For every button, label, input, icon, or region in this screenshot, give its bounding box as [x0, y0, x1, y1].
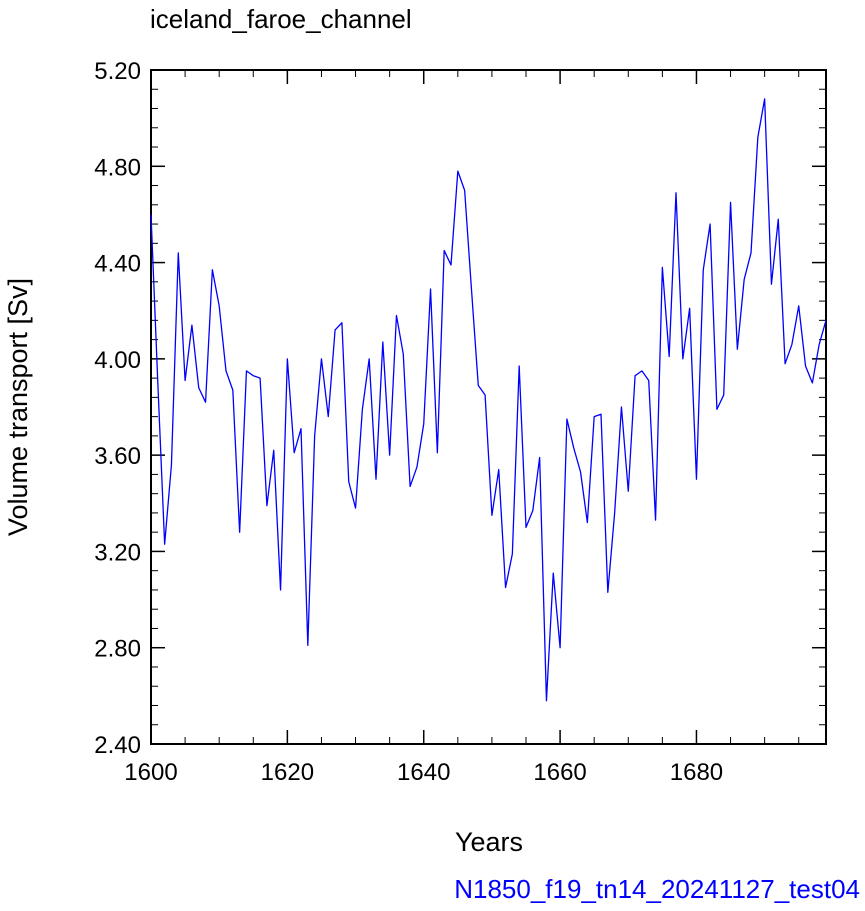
x-tick-label: 1680: [670, 759, 723, 786]
y-axis-ticks: 2.40 2.80 3.20 3.60 4.00 4.40 4.80 5.20: [94, 58, 826, 759]
y-tick-label: 2.40: [94, 732, 141, 759]
y-tick-label: 4.00: [94, 347, 141, 374]
plot-frame: [150, 69, 827, 745]
y-axis-title: Volume transport [Sv]: [3, 278, 33, 536]
series-line: [150, 98, 827, 702]
x-axis-ticks: 1600 1620 1640 1660 1680: [124, 70, 800, 786]
case-label: N1850_f19_tn14_20241127_test04: [454, 874, 860, 904]
y-tick-label: 4.40: [94, 251, 141, 278]
series-layer: [150, 98, 827, 702]
x-axis-title: Years: [455, 827, 523, 857]
y-tick-label: 5.20: [94, 58, 141, 85]
x-tick-label: 1660: [533, 759, 586, 786]
plot-border: [150, 69, 827, 745]
x-tick-label: 1600: [124, 759, 177, 786]
x-tick-label: 1620: [261, 759, 314, 786]
y-tick-label: 3.60: [94, 443, 141, 470]
chart-title: iceland_faroe_channel: [150, 4, 412, 34]
y-tick-label: 3.20: [94, 539, 141, 566]
x-tick-label: 1640: [397, 759, 450, 786]
y-tick-label: 2.80: [94, 636, 141, 663]
y-tick-label: 4.80: [94, 154, 141, 181]
